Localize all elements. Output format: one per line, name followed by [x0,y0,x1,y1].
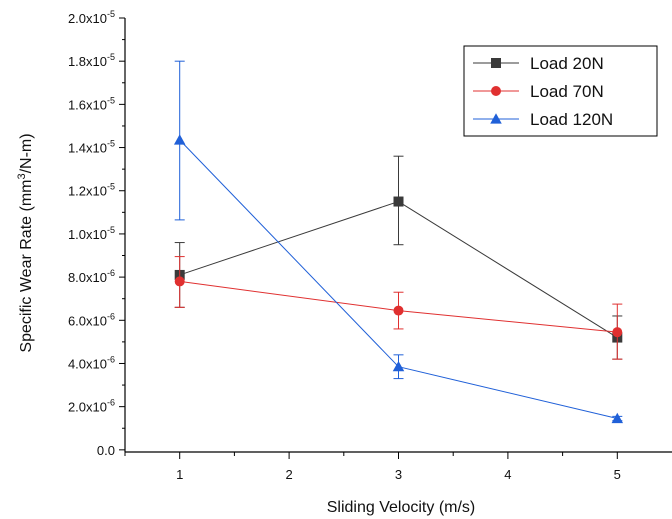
series-load-70n [174,256,623,360]
circle-marker [174,276,185,287]
legend-label: Load 120N [530,110,613,129]
square-marker [491,58,501,68]
series-load-120n [173,60,624,424]
x-axis-title: Sliding Velocity (m/s) [327,499,476,516]
legend-label: Load 20N [530,54,604,73]
legend-label: Load 70N [530,82,604,101]
x-tick-label: 5 [614,467,621,482]
y-tick-label: 6.0x10-6 [68,311,115,328]
y-tick-label: 2.0x10-6 [68,398,115,415]
y-tick-label: 2.0x10-5 [68,9,115,26]
y-tick-label: 1.4x10-5 [68,139,115,156]
triangle-marker [490,113,502,124]
circle-marker [612,327,623,338]
y-tick-label: 8.0x10-6 [68,268,115,285]
legend-entry: Load 120N [473,110,613,129]
y-tick-label: 4.0x10-6 [68,354,115,371]
x-tick-label: 3 [395,467,402,482]
x-tick-label: 2 [285,467,292,482]
y-tick-label: 1.0x10-5 [68,225,115,242]
triangle-marker [611,412,624,424]
series-layer [173,60,624,424]
circle-marker [491,86,501,96]
x-tick-label: 1 [176,467,183,482]
square-marker [393,196,404,207]
triangle-marker [392,360,405,372]
circle-marker [393,305,404,316]
y-tick-label: 1.6x10-5 [68,95,115,112]
y-tick-label: 0.0 [97,443,115,458]
legend: Load 20N Load 70N Load 120N [463,45,658,137]
tick-labels: 0.0 2.0x10-6 4.0x10-6 6.0x10-6 8.0x10-6 1.0x1… [68,9,621,482]
x-tick-label: 4 [504,467,511,482]
legend-entry: Load 20N [473,54,604,73]
triangle-marker [173,134,186,145]
y-tick-label: 1.8x10-5 [68,52,115,69]
legend-entry: Load 70N [473,82,604,101]
y-axis-title: Specific Wear Rate (mm3/N-m) [16,133,35,352]
y-tick-label: 1.2x10-5 [68,182,115,199]
axes [119,17,672,459]
